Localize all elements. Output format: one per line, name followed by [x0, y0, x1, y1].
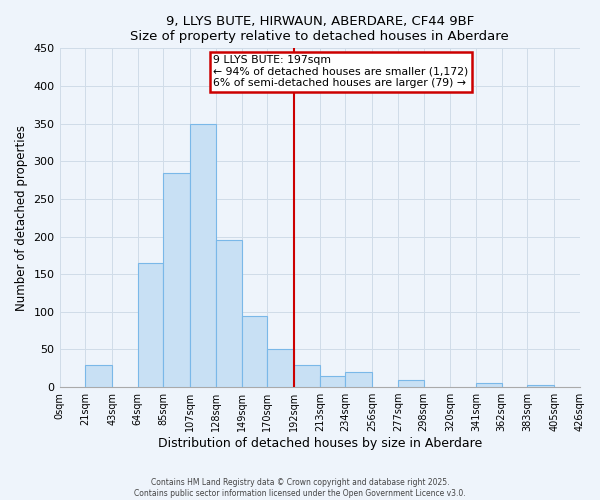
Bar: [476, 384, 502, 387]
Bar: [294, 364, 320, 387]
Bar: [346, 372, 373, 387]
X-axis label: Distribution of detached houses by size in Aberdare: Distribution of detached houses by size …: [158, 437, 482, 450]
Bar: [527, 385, 554, 387]
Bar: [190, 124, 216, 387]
Bar: [85, 364, 112, 387]
Bar: [138, 263, 163, 387]
Y-axis label: Number of detached properties: Number of detached properties: [15, 124, 28, 310]
Title: 9, LLYS BUTE, HIRWAUN, ABERDARE, CF44 9BF
Size of property relative to detached : 9, LLYS BUTE, HIRWAUN, ABERDARE, CF44 9B…: [130, 15, 509, 43]
Text: 9 LLYS BUTE: 197sqm
← 94% of detached houses are smaller (1,172)
6% of semi-deta: 9 LLYS BUTE: 197sqm ← 94% of detached ho…: [213, 55, 469, 88]
Text: Contains HM Land Registry data © Crown copyright and database right 2025.
Contai: Contains HM Land Registry data © Crown c…: [134, 478, 466, 498]
Bar: [163, 172, 190, 387]
Bar: [320, 376, 346, 387]
Bar: [216, 240, 242, 387]
Bar: [267, 350, 294, 387]
Bar: [398, 380, 424, 387]
Bar: [242, 316, 267, 387]
